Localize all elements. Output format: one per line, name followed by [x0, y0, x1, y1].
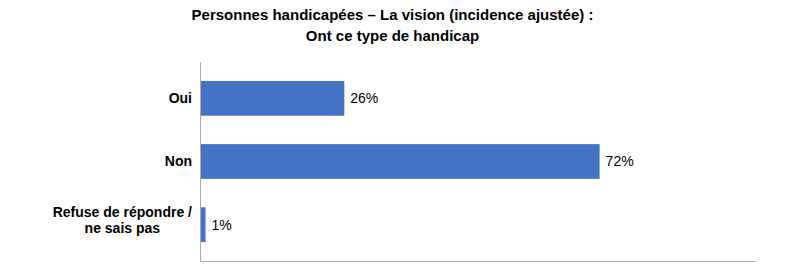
y-axis-line: [200, 63, 201, 262]
y-tick-label: Refuse de répondre /ne sais pas: [53, 204, 192, 236]
plot: Oui Non Refuse de répondre /ne sais pas 26%…: [53, 63, 756, 262]
x-axis-line: [201, 261, 756, 262]
bars: [200, 81, 600, 242]
y-tick-label: Oui: [169, 90, 192, 106]
y-tick-label: Non: [165, 153, 192, 169]
y-tick: Refuse de répondre /ne sais pas: [53, 204, 200, 236]
data-label: 72%: [606, 153, 634, 169]
x-axis: [201, 261, 756, 262]
bar: [200, 81, 344, 116]
subtitle: Ont ce type de handicap: [306, 27, 479, 44]
y-tick: Oui: [169, 90, 200, 106]
chart: Personnes handicapées – La vision (incid…: [0, 0, 785, 275]
y-tick-label-line: Refuse de répondre /: [53, 204, 192, 220]
y-axis: Oui Non Refuse de répondre /ne sais pas: [53, 63, 201, 262]
data-labels: 26% 72% 1%: [212, 90, 634, 232]
data-label: 1%: [212, 217, 232, 233]
y-tick-label-line: ne sais pas: [85, 220, 161, 236]
y-tick: Non: [165, 153, 200, 169]
titles: Personnes handicapées – La vision (incid…: [192, 6, 594, 44]
title: Personnes handicapées – La vision (incid…: [192, 6, 594, 23]
bar: [200, 144, 600, 179]
data-label: 26%: [350, 90, 378, 106]
